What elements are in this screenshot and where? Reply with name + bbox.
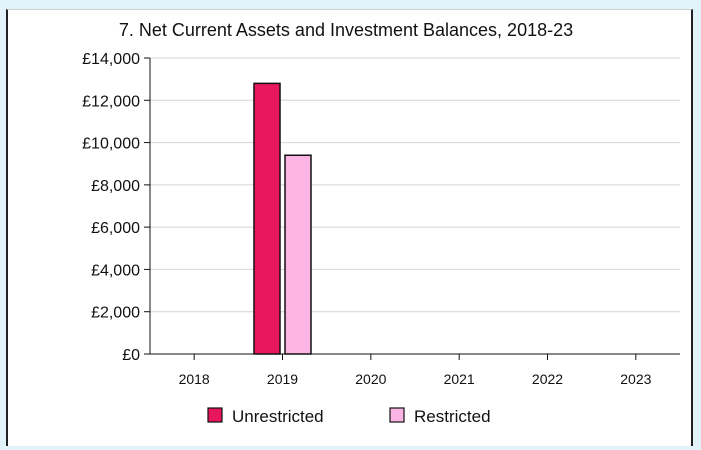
x-tick-label: 2020 xyxy=(355,371,386,387)
bar-restricted-2019 xyxy=(284,154,312,355)
y-tick-label: £8,000 xyxy=(91,178,140,195)
y-tick-label: £14,000 xyxy=(82,51,140,68)
legend-swatch-unrestricted xyxy=(207,407,223,423)
y-axis: £0 £2,000 £4,000 £6,000 £8,000 £10,000 £12,000… xyxy=(82,51,151,364)
y-tick-label: £4,000 xyxy=(91,262,140,279)
bars xyxy=(253,82,312,355)
bar-unrestricted-2019 xyxy=(253,82,281,355)
chart-title: 7. Net Current Assets and Investment Bal… xyxy=(119,20,573,40)
gridlines xyxy=(150,57,680,313)
legend: Unrestricted Restricted xyxy=(207,407,491,426)
x-tick-label: 2023 xyxy=(620,371,651,387)
legend-swatch-restricted xyxy=(389,407,405,423)
legend-label-restricted: Restricted xyxy=(414,407,491,426)
y-tick-label: £0 xyxy=(122,347,140,364)
y-tick-label: £12,000 xyxy=(82,93,140,110)
x-tick-label: 2022 xyxy=(532,371,563,387)
legend-label-unrestricted: Unrestricted xyxy=(232,407,324,426)
x-tick-label: 2019 xyxy=(267,371,298,387)
y-tick-label: £2,000 xyxy=(91,305,140,322)
x-tick-label: 2021 xyxy=(444,371,475,387)
y-tick-label: £6,000 xyxy=(91,220,140,237)
x-axis: 2018 2019 2020 2021 2022 2023 xyxy=(150,353,680,387)
x-tick-label: 2018 xyxy=(179,371,210,387)
y-tick-label: £10,000 xyxy=(82,136,140,153)
